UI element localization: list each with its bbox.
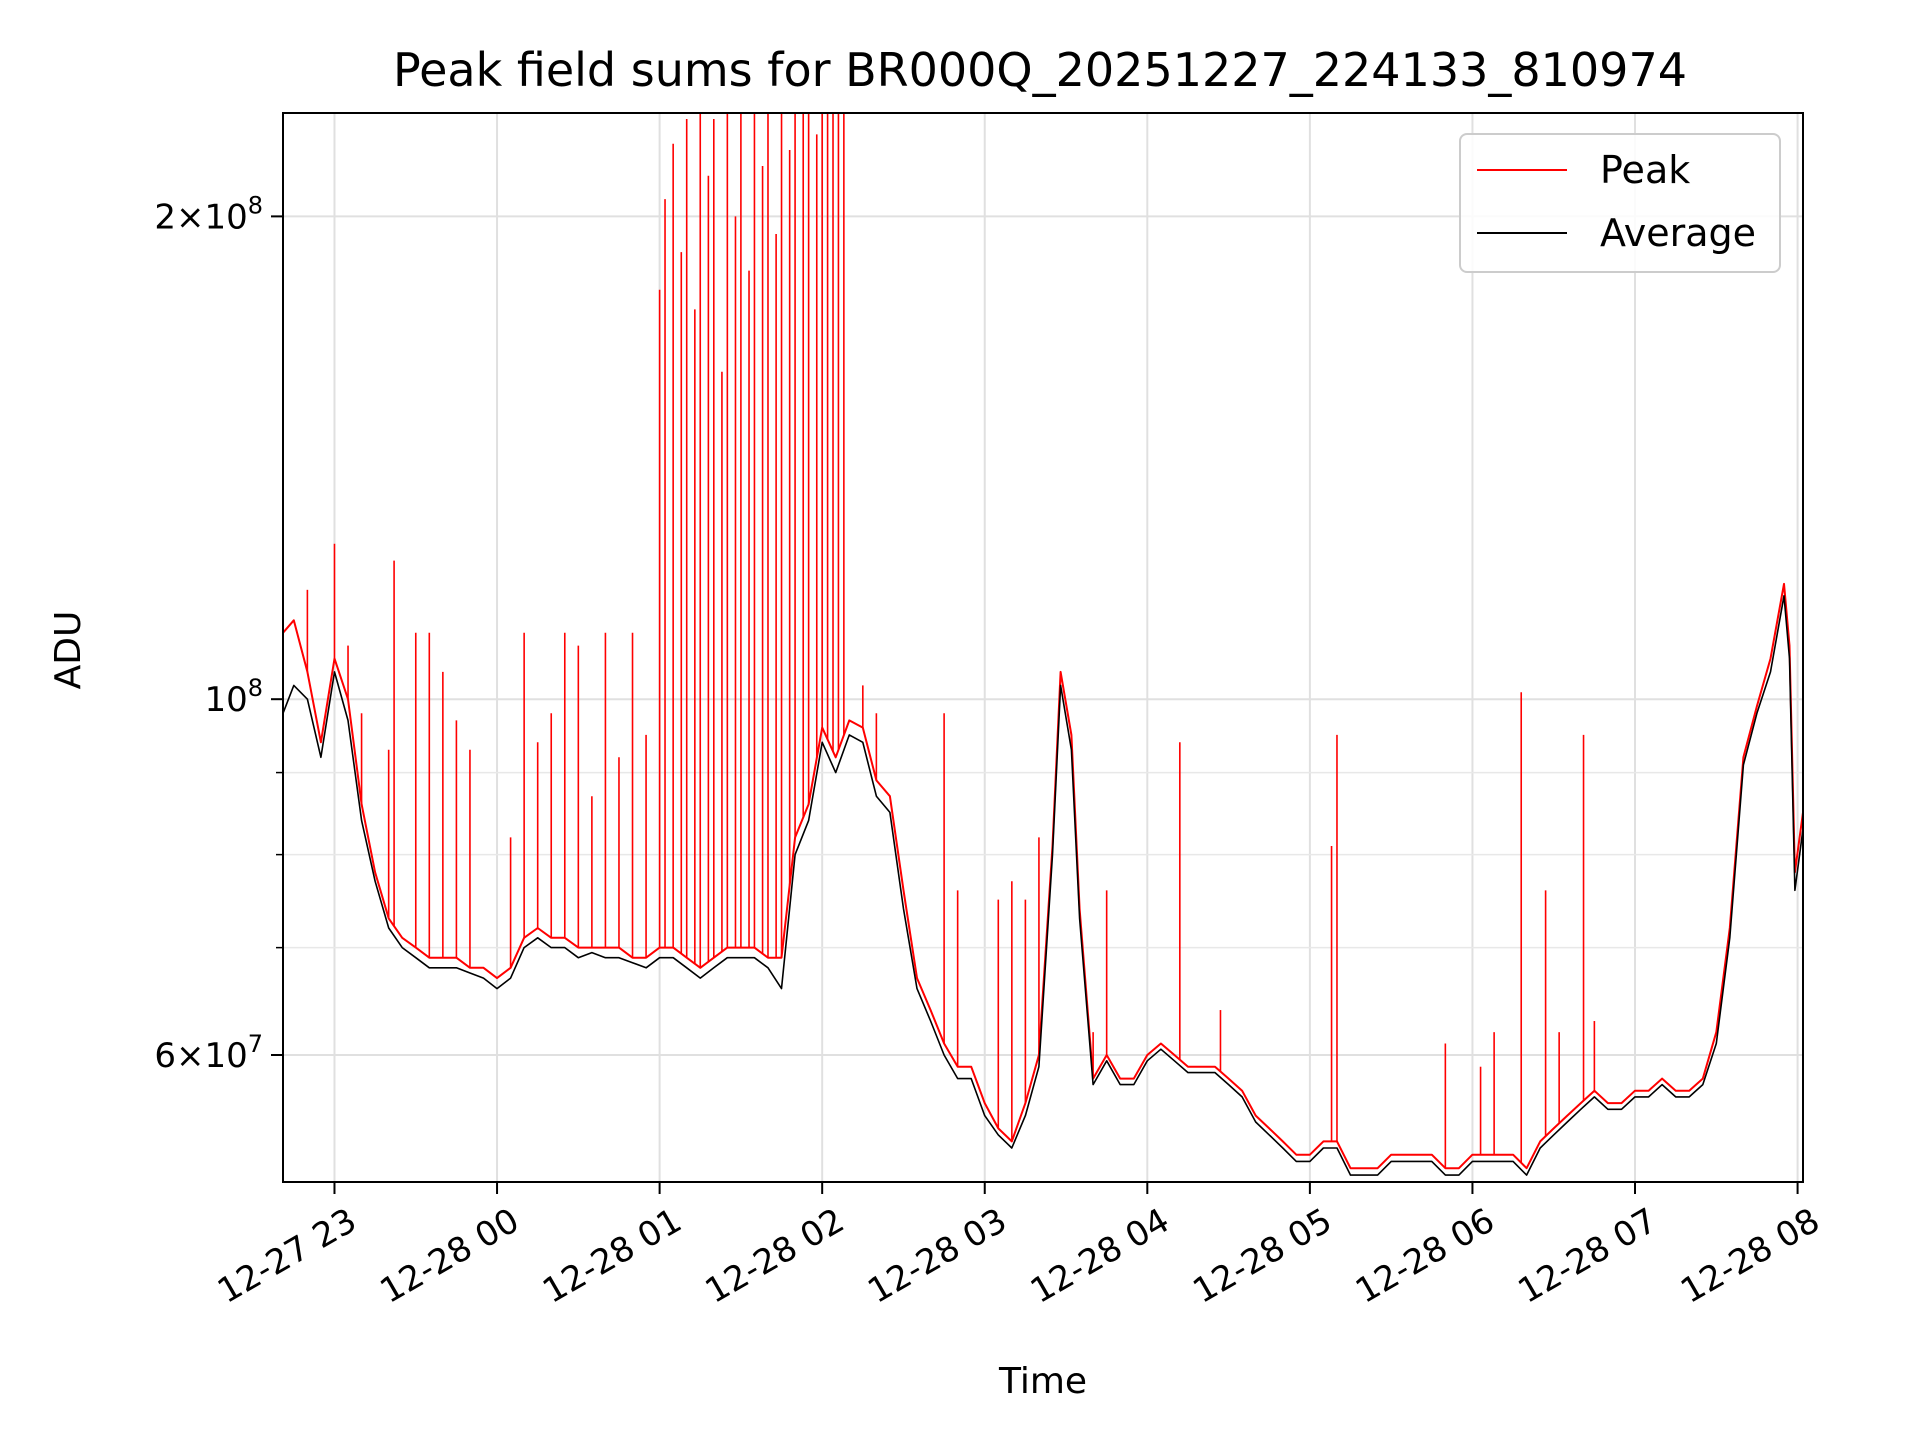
series-layer bbox=[283, 113, 1803, 1176]
y-tick-label: 6×107 bbox=[154, 1030, 263, 1076]
y-tick-label: 108 bbox=[204, 674, 263, 720]
series-line-average bbox=[283, 595, 1803, 1176]
y-tick-label: 2×108 bbox=[154, 191, 263, 237]
y-axis-ticks: 6×107 108 2×108 bbox=[154, 191, 283, 1076]
legend-label-peak: Peak bbox=[1600, 148, 1690, 192]
legend-box bbox=[1459, 133, 1781, 273]
legend: Peak Average bbox=[1459, 133, 1781, 273]
legend-label-average: Average bbox=[1600, 211, 1756, 255]
y-axis-label: ADU bbox=[48, 611, 89, 690]
plot-frame bbox=[282, 112, 1804, 1183]
x-axis-label: Time bbox=[998, 1361, 1087, 1402]
chart-title: Peak field sums for BR000Q_20251227_2241… bbox=[393, 43, 1687, 97]
